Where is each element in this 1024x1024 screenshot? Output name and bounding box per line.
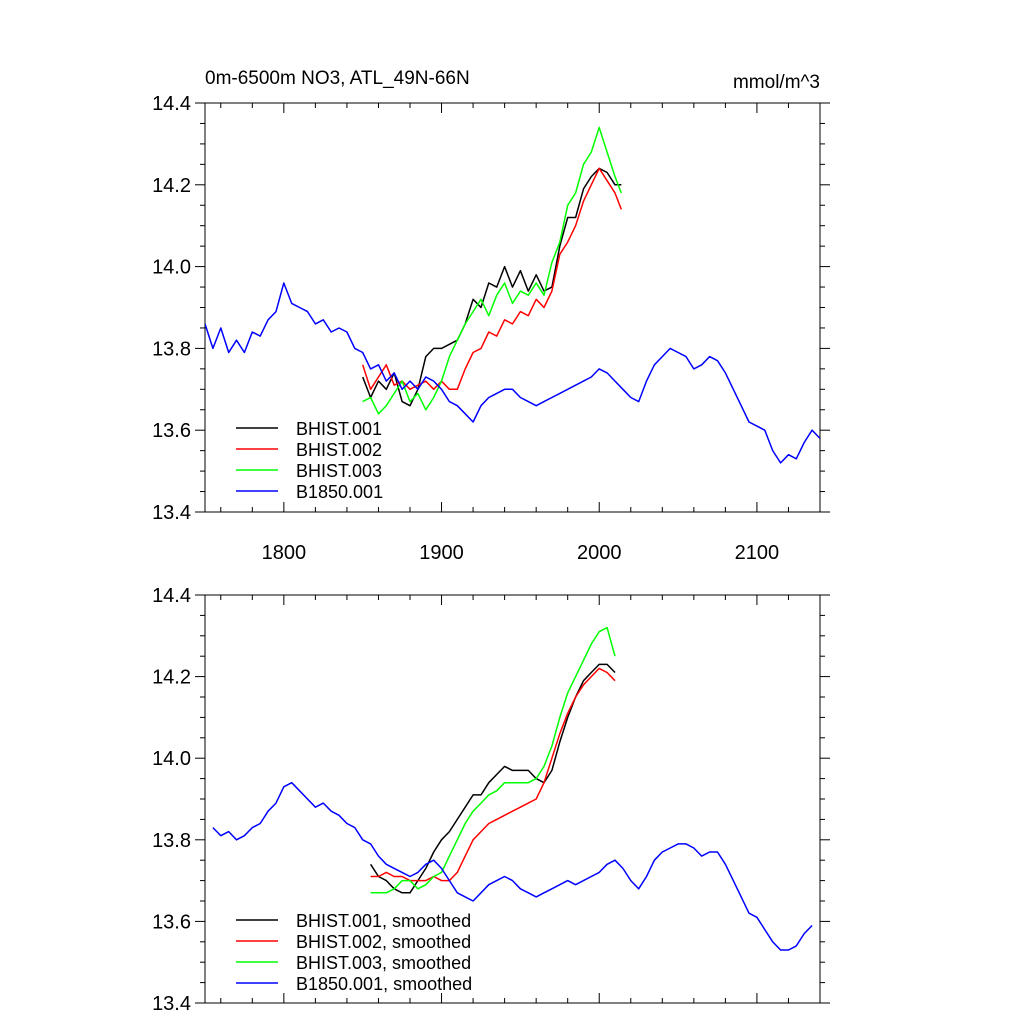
series-lines — [212, 626, 813, 951]
legend-label: BHIST.001 — [296, 419, 382, 439]
x-tick-label: 1800 — [262, 542, 307, 564]
x-tick-label: 2000 — [577, 542, 622, 564]
y-tick-label: 14.4 — [152, 93, 191, 115]
series-line-bhist-002 — [361, 167, 622, 391]
chart-title: 0m-6500m NO3, ATL_49N-66N — [205, 68, 470, 89]
series-lines — [205, 126, 820, 464]
series-line-bhist-002-smoothed — [370, 667, 616, 882]
legend-label: BHIST.003, smoothed — [296, 953, 471, 973]
y-tick-label: 13.8 — [152, 830, 191, 852]
y-tick-label: 13.4 — [152, 993, 191, 1015]
y-tick-label: 14.0 — [152, 257, 191, 279]
units-label: mmol/m^3 — [733, 72, 820, 93]
series-line-bhist-001 — [362, 167, 622, 407]
series-line-bhist-001-smoothed — [369, 663, 616, 894]
legend-label: BHIST.001, smoothed — [296, 911, 471, 931]
y-tick-label: 14.0 — [152, 748, 191, 770]
y-tick-label: 13.6 — [152, 420, 191, 442]
legend-label: BHIST.002, smoothed — [296, 932, 471, 952]
legend-label: B1850.001 — [296, 482, 383, 502]
y-tick-label: 13.6 — [152, 911, 191, 933]
y-tick-label: 14.2 — [152, 667, 191, 689]
series-line-b1850-001-smoothed — [212, 781, 813, 951]
series-line-b1850-001 — [205, 282, 820, 464]
y-tick-label: 14.2 — [152, 175, 191, 197]
legend-label: BHIST.002 — [296, 440, 382, 460]
legend-label: BHIST.003 — [296, 461, 382, 481]
y-tick-label: 13.4 — [152, 502, 191, 524]
y-tick-label: 13.8 — [152, 338, 191, 360]
x-tick-label: 1900 — [419, 542, 464, 564]
x-tick-label: 2100 — [735, 542, 780, 564]
bottom-panel: 13.4 13.6 13.8 14.0 14.2 14.4 BHIST.001, smoot… — [152, 585, 830, 1015]
legend-label: B1850.001, smoothed — [296, 974, 472, 994]
y-tick-label: 14.4 — [152, 585, 191, 607]
series-line-bhist-003-smoothed — [370, 626, 616, 894]
series-line-bhist-003 — [362, 126, 623, 415]
top-panel: 13.4 13.6 13.8 14.0 14.2 14.4 1800 1900 2000 2100… — [152, 93, 830, 564]
